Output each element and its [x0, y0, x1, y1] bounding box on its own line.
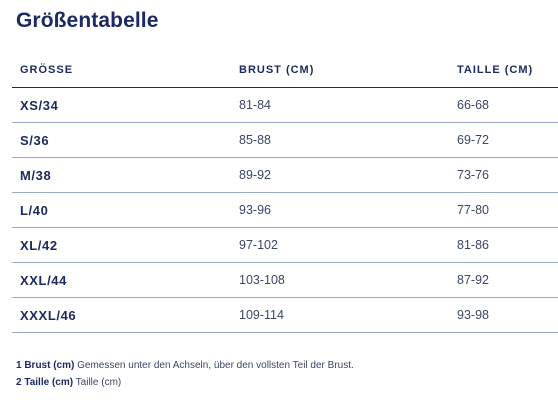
table-row: M/38 89-92 73-76 [12, 157, 558, 193]
table-row: XL/42 97-102 81-86 [12, 227, 558, 263]
footnotes: 1 Brust (cm) Gemessen unter den Achseln,… [16, 357, 354, 391]
table-row: XXL/44 103-108 87-92 [12, 262, 558, 298]
waist-cell: 81-86 [449, 227, 558, 263]
table-header-row: GRÖSSE BRUST (CM) TAILLE (CM) [12, 53, 558, 88]
size-cell: XXL/44 [12, 262, 231, 298]
waist-cell: 93-98 [449, 297, 558, 333]
size-cell: XXXL/46 [12, 297, 231, 333]
table-row: XXXL/46 109-114 93-98 [12, 297, 558, 333]
header-size: GRÖSSE [12, 53, 231, 88]
page-title: Größentabelle [16, 9, 159, 32]
chest-cell: 109-114 [231, 297, 449, 333]
chest-cell: 81-84 [231, 87, 449, 123]
header-chest: BRUST (CM) [231, 53, 449, 88]
footnote-label: 1 Brust (cm) [16, 360, 75, 371]
size-cell: M/38 [12, 157, 231, 193]
table-row: S/36 85-88 69-72 [12, 122, 558, 158]
waist-cell: 87-92 [449, 262, 558, 298]
chest-cell: 97-102 [231, 227, 449, 263]
footnote-text: Taille (cm) [75, 377, 122, 388]
table-row: XS/34 81-84 66-68 [12, 87, 558, 123]
footnote-waist: 2 Taille (cm) Taille (cm) [16, 374, 354, 391]
header-waist: TAILLE (CM) [449, 53, 558, 88]
waist-cell: 73-76 [449, 157, 558, 193]
size-cell: XS/34 [12, 87, 231, 123]
chest-cell: 85-88 [231, 122, 449, 158]
footnote-label: 2 Taille (cm) [16, 377, 74, 388]
chest-cell: 89-92 [231, 157, 449, 193]
chest-cell: 93-96 [231, 192, 449, 228]
footnote-chest: 1 Brust (cm) Gemessen unter den Achseln,… [16, 357, 354, 374]
waist-cell: 77-80 [449, 192, 558, 228]
size-cell: S/36 [12, 122, 231, 158]
footnote-text: Gemessen unter den Achseln, über den vol… [77, 360, 354, 371]
size-cell: XL/42 [12, 227, 231, 263]
size-cell: L/40 [12, 192, 231, 228]
table-row: L/40 93-96 77-80 [12, 192, 558, 228]
size-table: GRÖSSE BRUST (CM) TAILLE (CM) XS/34 81-8… [12, 53, 558, 333]
chest-cell: 103-108 [231, 262, 449, 298]
waist-cell: 66-68 [449, 87, 558, 123]
waist-cell: 69-72 [449, 122, 558, 158]
